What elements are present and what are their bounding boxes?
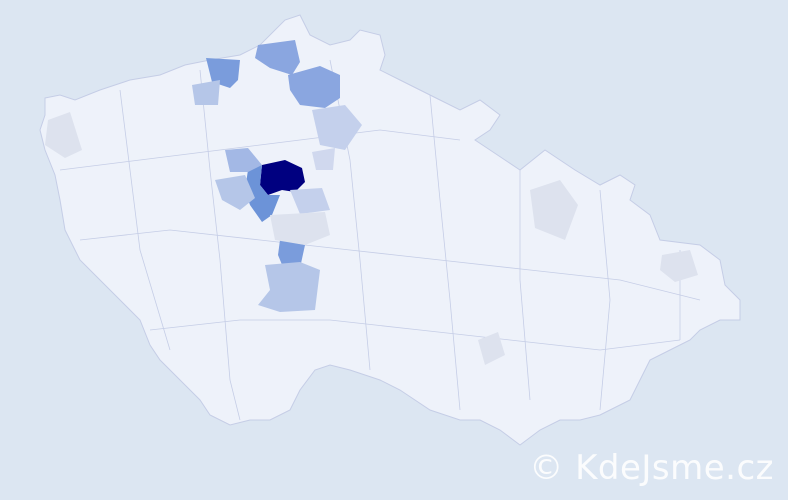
district-low	[215, 175, 255, 210]
district-low	[225, 148, 262, 172]
country-outline	[39, 14, 741, 446]
district-min	[45, 112, 82, 158]
district-max	[260, 160, 305, 195]
district-low	[312, 105, 362, 150]
district-low	[290, 188, 330, 214]
district-min	[478, 332, 505, 365]
district-low	[258, 262, 320, 312]
district-high	[245, 165, 280, 222]
district-high	[206, 58, 240, 88]
district-mid	[288, 66, 340, 108]
district-min	[270, 212, 330, 245]
district-mid	[255, 40, 300, 75]
highlighted-districts	[45, 40, 698, 365]
district-min	[660, 250, 698, 282]
district-min	[530, 180, 578, 240]
district-min	[312, 148, 335, 170]
district-low	[192, 80, 220, 105]
watermark: © KdeJsme.cz	[529, 448, 774, 488]
